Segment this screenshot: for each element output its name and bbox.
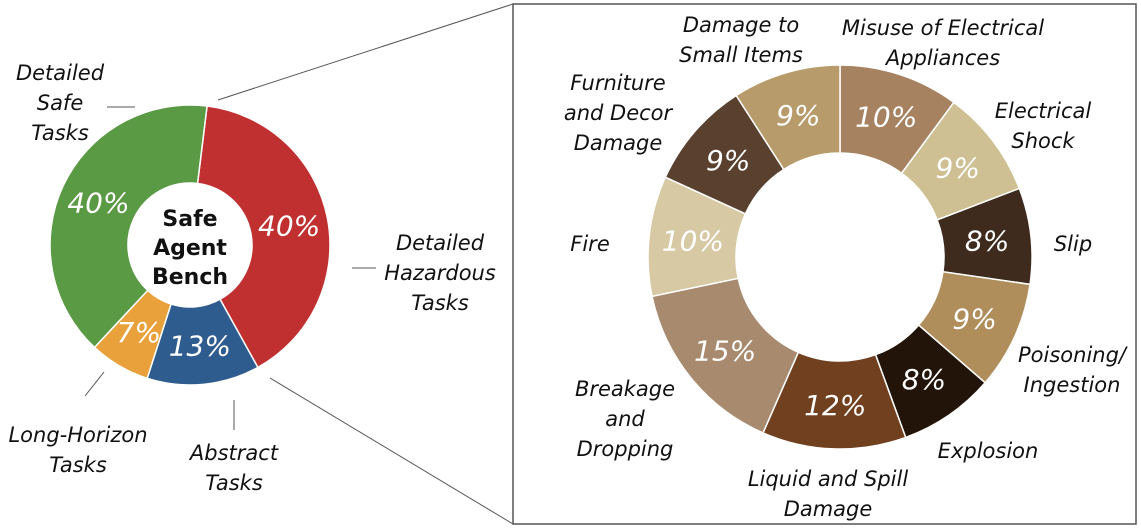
value-label-misuse-of-electrical-appliances: 10%: [855, 100, 917, 133]
category-label-fire: Fire: [570, 232, 609, 256]
value-label-damage-to-small-items: 9%: [776, 99, 820, 132]
category-label-misuse-of-electrical-appliances-line: Misuse of Electrical: [842, 16, 1044, 40]
slice-detailed-safe-tasks: [49, 104, 208, 349]
value-label-slip: 8%: [965, 225, 1009, 258]
category-label-detailed-safe-tasks-line: Detailed: [16, 61, 105, 85]
category-label-abstract-tasks-line: Abstract: [188, 441, 279, 465]
category-label-detailed-safe-tasks-line: Tasks: [31, 121, 89, 145]
detail-frame: [512, 3, 1137, 525]
category-label-slip-line: Slip: [1054, 232, 1092, 256]
value-label-explosion: 8%: [902, 363, 946, 396]
category-label-detailed-safe-tasks-line: Safe: [37, 91, 84, 115]
category-label-fire-line: Fire: [570, 232, 609, 256]
left-donut-chart: [49, 104, 331, 386]
value-label-liquid-and-spill-damage: 12%: [804, 389, 866, 422]
category-label-poisoning-ingestion-line: Ingestion: [1024, 373, 1121, 397]
center-label-line: Agent: [153, 236, 227, 261]
category-label-furniture-and-decor-damage-line: Furniture: [570, 71, 665, 95]
left-chart-labels: 40% 13%7% 40% Safe Agent Bench Detailed Hazardo…: [8, 61, 495, 495]
value-label-detailed-hazardous-tasks: 40%: [258, 210, 320, 243]
slice-damage-to-small-items: [735, 64, 841, 171]
value-label-detailed-safe-tasks: 40%: [67, 186, 129, 219]
value-label-breakage-and-dropping: 15%: [694, 334, 756, 367]
zoom-line-top: [217, 3, 514, 101]
category-label-damage-to-small-items-line: Damage to: [683, 13, 799, 37]
category-label-misuse-of-electrical-appliances: Misuse of Electrical Appliances: [842, 16, 1044, 70]
center-label-line: Bench: [152, 265, 228, 290]
category-label-poisoning-ingestion: Poisoning/Ingestion: [1018, 343, 1128, 397]
slice-detailed-hazardous-tasks: [196, 105, 331, 369]
category-label-long-horizon-tasks-line: Tasks: [49, 453, 107, 477]
category-label-breakage-and-dropping: Breakage and Dropping: [575, 377, 675, 461]
right-donut-chart: [647, 64, 1033, 450]
category-label-damage-to-small-items-line: Small Items: [679, 43, 803, 67]
value-label-long-horizon-tasks: 7%: [117, 316, 161, 349]
category-label-abstract-tasks-line: Tasks: [205, 471, 263, 495]
category-label-detailed-hazardous-tasks-line: Hazardous: [384, 261, 496, 285]
category-label-breakage-and-dropping-line: Breakage: [575, 377, 675, 401]
value-label-abstract-tasks: 13%: [169, 330, 231, 363]
category-label-detailed-hazardous-tasks: Detailed Hazardous Tasks: [384, 231, 496, 315]
center-label: Safe Agent Bench: [152, 207, 228, 290]
leader-line-long-horizon-tasks: [84, 371, 105, 397]
category-label-furniture-and-decor-damage-line: Damage: [574, 131, 663, 155]
category-label-long-horizon-tasks: Long-Horizon Tasks: [8, 423, 147, 477]
category-label-liquid-and-spill-damage-line: Damage: [784, 497, 873, 521]
category-label-long-horizon-tasks-line: Long-Horizon: [8, 423, 147, 447]
right-chart-labels: 10%9%8%9%8%12%15%10%9%9%Misuse of Electr…: [564, 13, 1128, 521]
category-label-damage-to-small-items: Damage to Small Items: [679, 13, 803, 67]
category-label-electrical-shock-line: Electrical: [995, 99, 1092, 123]
category-label-explosion-line: Explosion: [938, 439, 1039, 463]
category-label-breakage-and-dropping-line: Dropping: [577, 437, 674, 461]
category-label-detailed-safe-tasks: Detailed Safe Tasks: [16, 61, 105, 145]
category-label-breakage-and-dropping-line: and: [605, 407, 645, 431]
value-label-fire: 10%: [662, 225, 724, 258]
value-label-poisoning-ingestion: 9%: [952, 302, 996, 335]
category-label-electrical-shock-line: Shock: [1011, 129, 1075, 153]
category-label-liquid-and-spill-damage-line: Liquid and Spill: [748, 467, 909, 491]
category-label-detailed-hazardous-tasks-line: Detailed: [396, 231, 485, 255]
category-label-electrical-shock: Electrical Shock: [995, 99, 1092, 153]
center-label-line: Safe: [162, 207, 217, 232]
category-label-explosion: Explosion: [938, 439, 1039, 463]
category-label-misuse-of-electrical-appliances-line: Appliances: [884, 46, 1000, 70]
category-label-furniture-and-decor-damage: Furniture and Decor Damage: [564, 71, 674, 155]
category-label-detailed-hazardous-tasks-line: Tasks: [411, 291, 469, 315]
category-label-liquid-and-spill-damage: Liquid and Spill Damage: [748, 467, 909, 521]
value-label-furniture-and-decor-damage: 9%: [706, 144, 750, 177]
category-label-poisoning-ingestion-line: Poisoning/: [1018, 343, 1128, 367]
category-label-slip: Slip: [1054, 232, 1092, 256]
category-label-abstract-tasks: Abstract Tasks: [188, 441, 279, 495]
zoom-line-bottom: [269, 377, 514, 525]
category-label-furniture-and-decor-damage-line: and Decor: [564, 101, 674, 125]
value-label-electrical-shock: 9%: [936, 151, 980, 184]
